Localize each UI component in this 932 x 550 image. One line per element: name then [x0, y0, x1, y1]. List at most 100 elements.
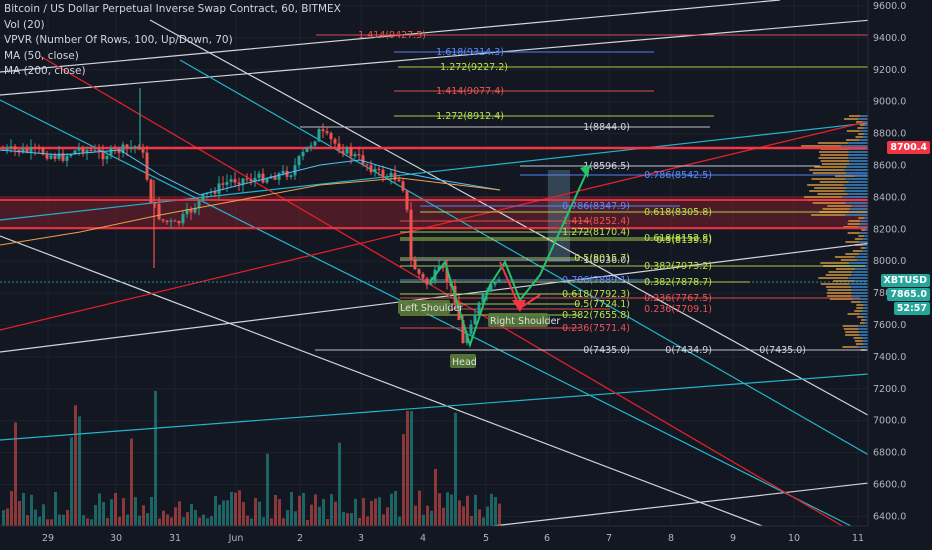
- volume-bar: [242, 502, 245, 526]
- candle: [233, 179, 237, 183]
- fib-label: 1.414(9427.5): [358, 30, 426, 41]
- candle: [373, 168, 377, 173]
- time-tick: 9: [730, 533, 736, 544]
- price-tick: 7600.0: [873, 320, 906, 331]
- candle: [281, 170, 285, 174]
- volume-bar: [498, 503, 501, 526]
- candle: [461, 319, 465, 344]
- candle: [141, 149, 145, 153]
- candle: [129, 147, 133, 149]
- symbol-title[interactable]: Bitcoin / US Dollar Perpetual Inverse Sw…: [4, 3, 341, 15]
- candle: [249, 179, 253, 182]
- fib-label: 0.5(8015.7): [574, 253, 630, 264]
- volume-bar: [310, 504, 313, 526]
- candle: [393, 172, 397, 180]
- candle: [397, 179, 401, 182]
- fib-label: 0.382(7973.2): [644, 261, 712, 272]
- volume-bar: [250, 518, 253, 526]
- candle: [117, 148, 121, 153]
- volume-bar: [106, 518, 109, 526]
- volume-bar: [386, 507, 389, 526]
- volume-bar: [482, 517, 485, 526]
- candle: [309, 145, 313, 147]
- volume-bar: [66, 510, 69, 526]
- candle: [33, 147, 37, 149]
- candle: [497, 279, 501, 283]
- time-tick: 5: [483, 533, 489, 544]
- candle: [13, 146, 17, 150]
- candle: [345, 147, 349, 154]
- volume-bar: [254, 497, 257, 526]
- time-tick: 7: [606, 533, 612, 544]
- volume-bar: [478, 509, 481, 526]
- price-tick: 8600.0: [873, 161, 906, 172]
- price-tick: 9400.0: [873, 33, 906, 44]
- volume-bar: [430, 510, 433, 526]
- candle: [389, 172, 393, 178]
- time-axis[interactable]: [0, 526, 932, 550]
- volume-bar: [50, 519, 53, 526]
- volume-bar: [166, 514, 169, 526]
- volume-bar: [262, 517, 265, 526]
- volume-bar: [490, 493, 493, 526]
- time-tick: 11: [852, 533, 864, 544]
- candle: [105, 155, 109, 160]
- moving-averages: [0, 149, 501, 246]
- last-price-badge: 7865.0: [887, 288, 930, 301]
- volume-bar: [446, 492, 449, 526]
- indicator-ma50[interactable]: MA (50, close): [4, 49, 79, 62]
- candle: [325, 131, 329, 134]
- candle: [473, 314, 477, 325]
- volume-bar: [358, 517, 361, 526]
- volume-bar: [474, 494, 477, 526]
- price-tick: 9600.0: [873, 1, 906, 12]
- volume-bar: [266, 453, 269, 526]
- indicator-vol[interactable]: Vol (20): [4, 18, 45, 31]
- indicator-ma200[interactable]: MA (200, close): [4, 65, 86, 77]
- candle: [441, 265, 445, 269]
- volume-bar: [418, 490, 421, 526]
- volume-bar: [146, 513, 149, 526]
- fib-label: 0(7434.9): [665, 345, 712, 356]
- indicator-vpvr[interactable]: VPVR (Number Of Rows, 100, Up/Down, 70): [4, 34, 233, 46]
- volume-bar: [194, 509, 197, 526]
- volume-bar: [322, 499, 325, 526]
- volume-bar: [302, 492, 305, 526]
- candle: [305, 146, 309, 152]
- volume-bar: [158, 518, 161, 526]
- volume-bar: [398, 516, 401, 526]
- candle: [113, 147, 117, 149]
- fib-label: 0.236(7709.1): [644, 304, 712, 315]
- candle: [29, 147, 33, 152]
- candle: [145, 152, 149, 180]
- candle: [109, 147, 113, 156]
- candle: [217, 183, 221, 194]
- volume-bar: [86, 518, 89, 526]
- candle: [193, 208, 197, 213]
- candle: [229, 179, 233, 182]
- candle: [5, 147, 9, 151]
- candle: [97, 150, 101, 153]
- volume-bar: [366, 516, 369, 526]
- fib-label: 0.236(7767.5): [644, 293, 712, 304]
- candle: [237, 182, 241, 185]
- candle: [161, 219, 165, 221]
- candle: [213, 191, 217, 194]
- fib-label: 0.382(7878.7): [644, 277, 712, 288]
- candle: [197, 200, 201, 209]
- fib-label: 1.414(8252.4): [562, 216, 630, 227]
- candle: [321, 129, 325, 132]
- volume-bar: [62, 514, 65, 526]
- volume-bar: [258, 501, 261, 526]
- candle: [177, 221, 181, 224]
- candle: [425, 278, 429, 285]
- fib-label: 1(8844.0): [583, 122, 630, 133]
- volume-bar: [206, 518, 209, 526]
- candle: [293, 165, 297, 176]
- fib-label: 1.414(9077.4): [436, 86, 504, 97]
- volume-bar: [130, 438, 133, 526]
- fib-label: 1.618(9314.3): [436, 47, 504, 58]
- volume-bar: [462, 506, 465, 526]
- candle: [9, 146, 13, 148]
